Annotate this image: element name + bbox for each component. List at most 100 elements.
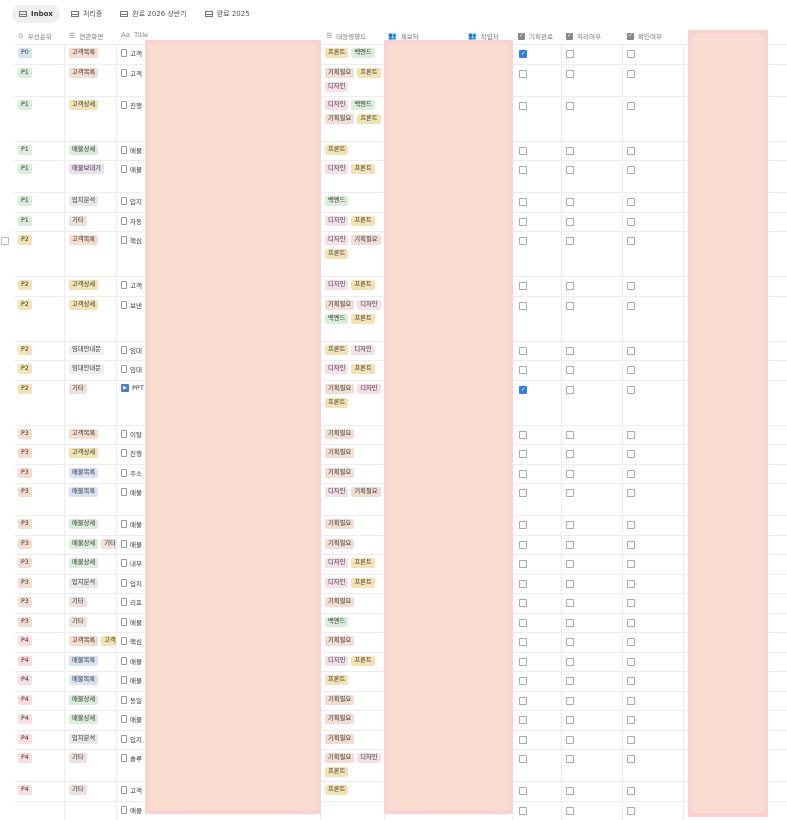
confirmed-checkbox[interactable] — [627, 198, 635, 206]
planned-checkbox[interactable] — [519, 198, 527, 206]
row-title[interactable]: 고객 — [130, 48, 142, 58]
processed-checkbox[interactable] — [566, 638, 574, 646]
processed-checkbox[interactable] — [566, 619, 574, 627]
processed-checkbox[interactable] — [566, 755, 574, 763]
row-title[interactable]: 임대 — [130, 345, 142, 355]
processed-checkbox[interactable] — [566, 70, 574, 78]
planned-checkbox[interactable] — [519, 677, 527, 685]
row-title[interactable]: 입지 — [130, 734, 142, 744]
row-title[interactable]: 보낸 — [130, 300, 142, 310]
planned-checkbox[interactable] — [519, 489, 527, 497]
row-title[interactable]: 매물 — [130, 617, 142, 627]
planned-checkbox[interactable] — [519, 282, 527, 290]
planned-checkbox[interactable] — [519, 470, 527, 478]
processed-checkbox[interactable] — [566, 787, 574, 795]
confirmed-checkbox[interactable] — [627, 755, 635, 763]
confirmed-checkbox[interactable] — [627, 489, 635, 497]
processed-checkbox[interactable] — [566, 541, 574, 549]
row-title[interactable]: 핵심 — [130, 235, 142, 245]
planned-checkbox[interactable] — [519, 70, 527, 78]
confirmed-checkbox[interactable] — [627, 580, 635, 588]
row-title[interactable]: 고객 — [130, 68, 142, 78]
processed-checkbox[interactable] — [566, 697, 574, 705]
processed-checkbox[interactable] — [566, 218, 574, 226]
confirmed-checkbox[interactable] — [627, 347, 635, 355]
confirmed-checkbox[interactable] — [627, 697, 635, 705]
processed-checkbox[interactable] — [566, 580, 574, 588]
row-title[interactable]: 고객 — [130, 280, 142, 290]
planned-checkbox[interactable] — [519, 166, 527, 174]
confirmed-checkbox[interactable] — [627, 70, 635, 78]
tab-0[interactable]: Inbox — [12, 5, 60, 23]
planned-checkbox[interactable] — [519, 347, 527, 355]
row-title[interactable]: 동일 — [130, 695, 142, 705]
processed-checkbox[interactable] — [566, 302, 574, 310]
planned-checkbox[interactable] — [519, 619, 527, 627]
row-title[interactable]: 솔루 — [130, 753, 142, 763]
header-priority[interactable]: ⊙우선순위 — [18, 31, 52, 41]
planned-checkbox[interactable] — [519, 147, 527, 155]
confirmed-checkbox[interactable] — [627, 807, 635, 815]
processed-checkbox[interactable] — [566, 560, 574, 568]
row-title[interactable]: 핵심 — [130, 636, 142, 646]
confirmed-checkbox[interactable] — [627, 716, 635, 724]
row-title[interactable]: 매물 — [130, 519, 142, 529]
planned-checkbox[interactable] — [519, 755, 527, 763]
planned-checkbox[interactable] — [519, 521, 527, 529]
confirmed-checkbox[interactable] — [627, 147, 635, 155]
processed-checkbox[interactable] — [566, 450, 574, 458]
processed-checkbox[interactable] — [566, 658, 574, 666]
row-title[interactable]: 매물 — [130, 145, 142, 155]
processed-checkbox[interactable] — [566, 489, 574, 497]
row-title[interactable]: 이탈 — [130, 429, 142, 439]
confirmed-checkbox[interactable] — [627, 736, 635, 744]
row-title[interactable]: 매물 — [130, 487, 142, 497]
processed-checkbox[interactable] — [566, 198, 574, 206]
tab-2[interactable]: 완료 2026 상반기 — [113, 5, 193, 23]
confirmed-checkbox[interactable] — [627, 638, 635, 646]
planned-checkbox[interactable] — [519, 580, 527, 588]
confirmed-checkbox[interactable] — [627, 521, 635, 529]
processed-checkbox[interactable] — [566, 347, 574, 355]
planned-checkbox[interactable] — [519, 431, 527, 439]
processed-checkbox[interactable] — [566, 736, 574, 744]
planned-checkbox[interactable] — [519, 697, 527, 705]
planned-checkbox[interactable] — [519, 787, 527, 795]
row-title[interactable]: 매물 — [130, 805, 142, 815]
processed-checkbox[interactable] — [566, 470, 574, 478]
row-title[interactable]: 진행 — [130, 100, 142, 110]
planned-checkbox[interactable] — [519, 102, 527, 110]
row-title[interactable]: 임대 — [130, 364, 142, 374]
row-title[interactable]: 주소 — [130, 468, 142, 478]
planned-checkbox[interactable] — [519, 560, 527, 568]
confirmed-checkbox[interactable] — [627, 470, 635, 478]
processed-checkbox[interactable] — [566, 366, 574, 374]
confirmed-checkbox[interactable] — [627, 560, 635, 568]
confirmed-checkbox[interactable] — [627, 541, 635, 549]
planned-checkbox[interactable] — [519, 638, 527, 646]
confirmed-checkbox[interactable] — [627, 386, 635, 394]
planned-checkbox[interactable] — [519, 302, 527, 310]
header-processed[interactable]: 처리여부 — [566, 31, 601, 41]
row-title[interactable]: PPT — [132, 384, 144, 392]
confirmed-checkbox[interactable] — [627, 599, 635, 607]
confirmed-checkbox[interactable] — [627, 102, 635, 110]
confirmed-checkbox[interactable] — [627, 166, 635, 174]
processed-checkbox[interactable] — [566, 166, 574, 174]
processed-checkbox[interactable] — [566, 677, 574, 685]
confirmed-checkbox[interactable] — [627, 431, 635, 439]
tab-1[interactable]: 처리중 — [64, 5, 109, 23]
confirmed-checkbox[interactable] — [627, 50, 635, 58]
row-title[interactable]: 입지 — [130, 196, 142, 206]
processed-checkbox[interactable] — [566, 237, 574, 245]
row-select-checkbox[interactable] — [1, 237, 9, 245]
row-title[interactable]: 내부 — [130, 558, 142, 568]
processed-checkbox[interactable] — [566, 282, 574, 290]
planned-checkbox[interactable] — [519, 736, 527, 744]
processed-checkbox[interactable] — [566, 521, 574, 529]
confirmed-checkbox[interactable] — [627, 366, 635, 374]
processed-checkbox[interactable] — [566, 386, 574, 394]
planned-checkbox[interactable] — [519, 450, 527, 458]
planned-checkbox[interactable] — [519, 218, 527, 226]
processed-checkbox[interactable] — [566, 431, 574, 439]
